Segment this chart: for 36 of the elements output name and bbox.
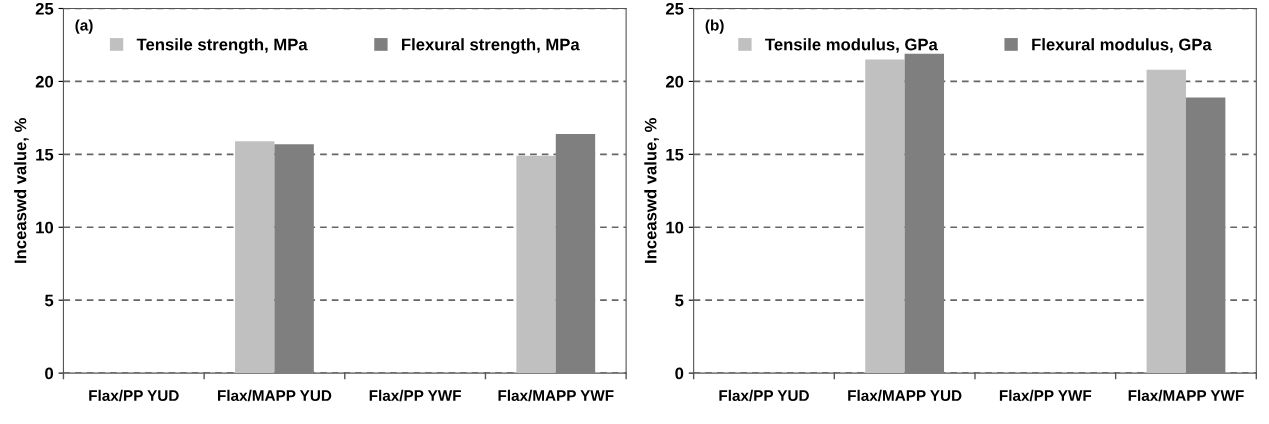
legend-label: Flexural strength, MPa	[402, 38, 580, 54]
legend-label: Tensile modulus, GPa	[765, 38, 938, 53]
bar	[1185, 97, 1226, 374]
y-tick-label: 10	[36, 221, 54, 234]
bar	[865, 59, 905, 374]
y-tick-label: 25	[35, 2, 54, 15]
legend-label: Flexural modulus, GPa	[1032, 38, 1212, 53]
x-tick-label: Flax/MAPP YWF	[1128, 389, 1244, 402]
x-tick-label: Flax/PP YUD	[89, 389, 179, 402]
y-axis-title: Inceaswd value, %	[14, 118, 29, 263]
y-tick-label: 15	[36, 148, 54, 161]
bar	[516, 155, 556, 374]
bar	[235, 141, 275, 374]
y-tick-label: 15	[666, 148, 684, 161]
bar	[555, 133, 596, 374]
bar	[904, 53, 945, 374]
y-tick-label: 5	[44, 294, 54, 307]
y-tick-label: 0	[675, 367, 684, 380]
y-tick-label: 25	[665, 2, 684, 15]
y-tick-label: 0	[45, 367, 54, 380]
x-tick-label: Flax/MAPP YUD	[218, 389, 332, 402]
y-tick-label: 10	[666, 221, 684, 234]
y-tick-label: 5	[675, 294, 684, 307]
x-tick-label: Flax/MAPP YUD	[848, 389, 962, 402]
bar	[274, 144, 314, 374]
bar	[1146, 69, 1186, 374]
x-tick-label: Flax/PP YWF	[369, 389, 461, 402]
y-tick-label: 20	[665, 75, 684, 88]
y-axis-title: Inceaswd value, %	[644, 118, 659, 263]
y-tick-label: 20	[35, 75, 54, 88]
annotation: (a)	[75, 19, 93, 34]
legend-label: Tensile strength, MPa	[136, 38, 308, 54]
x-tick-label: Flax/PP YUD	[719, 389, 809, 402]
x-tick-label: Flax/MAPP YWF	[498, 389, 614, 402]
annotation: (b)	[705, 19, 724, 34]
x-tick-label: Flax/PP YWF	[999, 389, 1092, 402]
